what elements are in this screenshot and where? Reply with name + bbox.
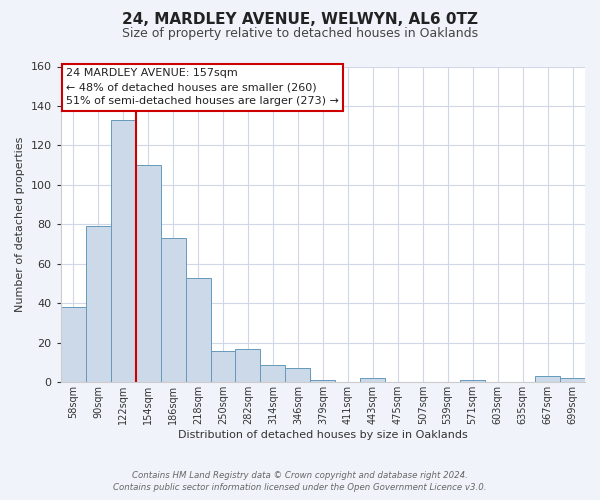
Bar	[310, 380, 335, 382]
Bar	[560, 378, 585, 382]
Text: 24 MARDLEY AVENUE: 157sqm
← 48% of detached houses are smaller (260)
51% of semi: 24 MARDLEY AVENUE: 157sqm ← 48% of detac…	[66, 68, 339, 106]
Bar	[235, 348, 260, 382]
Bar	[185, 278, 211, 382]
Bar	[211, 350, 235, 382]
Bar	[110, 120, 136, 382]
Bar	[460, 380, 485, 382]
Text: Contains HM Land Registry data © Crown copyright and database right 2024.
Contai: Contains HM Land Registry data © Crown c…	[113, 471, 487, 492]
Bar	[361, 378, 385, 382]
Bar	[86, 226, 110, 382]
Bar	[286, 368, 310, 382]
Y-axis label: Number of detached properties: Number of detached properties	[15, 136, 25, 312]
Text: 24, MARDLEY AVENUE, WELWYN, AL6 0TZ: 24, MARDLEY AVENUE, WELWYN, AL6 0TZ	[122, 12, 478, 28]
Text: Size of property relative to detached houses in Oaklands: Size of property relative to detached ho…	[122, 28, 478, 40]
Bar	[161, 238, 185, 382]
Bar	[260, 364, 286, 382]
X-axis label: Distribution of detached houses by size in Oaklands: Distribution of detached houses by size …	[178, 430, 468, 440]
Bar	[535, 376, 560, 382]
Bar	[136, 165, 161, 382]
Bar	[61, 308, 86, 382]
